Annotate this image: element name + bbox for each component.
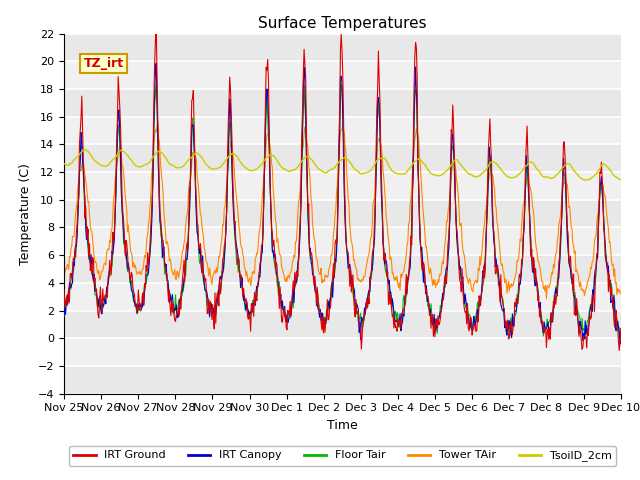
Bar xyxy=(64,34,621,61)
Y-axis label: Temperature (C): Temperature (C) xyxy=(19,163,32,264)
Text: TZ_irt: TZ_irt xyxy=(83,57,124,70)
Bar xyxy=(64,34,621,61)
Title: Surface Temperatures: Surface Temperatures xyxy=(258,16,427,31)
Bar xyxy=(64,200,621,228)
Bar xyxy=(64,366,621,394)
Bar xyxy=(64,144,621,172)
Bar xyxy=(64,255,621,283)
Bar xyxy=(64,172,621,200)
Bar xyxy=(64,89,621,117)
Bar xyxy=(64,283,621,311)
Bar xyxy=(64,311,621,338)
Legend: IRT Ground, IRT Canopy, Floor Tair, Tower TAir, TsoilD_2cm: IRT Ground, IRT Canopy, Floor Tair, Towe… xyxy=(69,446,616,466)
Bar xyxy=(64,200,621,228)
Bar xyxy=(64,228,621,255)
Bar xyxy=(64,144,621,172)
Bar xyxy=(64,61,621,89)
Bar xyxy=(64,255,621,283)
X-axis label: Time: Time xyxy=(327,419,358,432)
Bar xyxy=(64,338,621,366)
Bar xyxy=(64,311,621,338)
Bar xyxy=(64,366,621,394)
Bar xyxy=(64,89,621,117)
Bar xyxy=(64,117,621,144)
